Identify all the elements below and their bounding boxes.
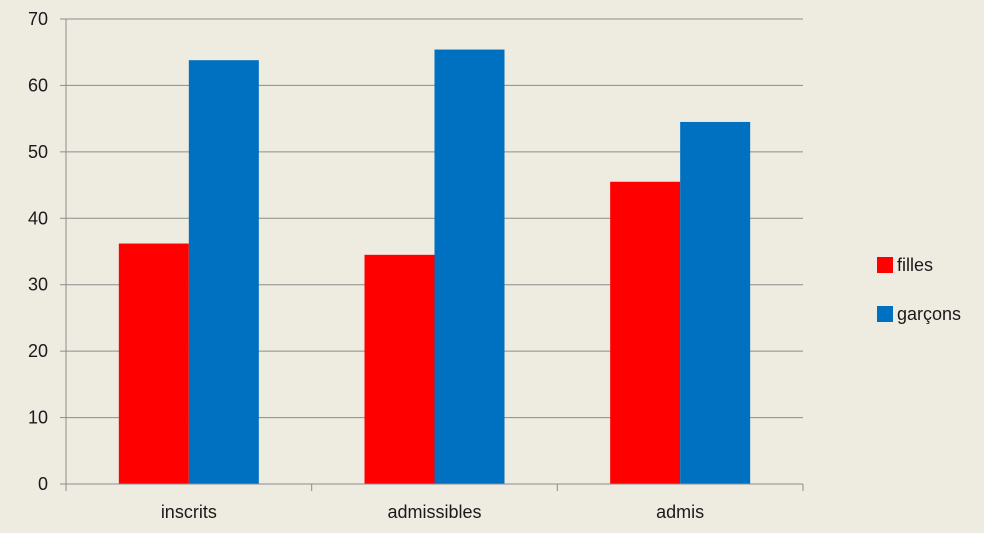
bar-filles-inscrits	[118, 243, 189, 484]
bar-filles-admis	[610, 181, 681, 484]
legend: filles garçons	[877, 255, 961, 324]
x-category-label: inscrits	[161, 502, 217, 522]
y-tick-label: 70	[28, 9, 48, 29]
legend-swatch-garçons	[877, 306, 893, 322]
legend-label: filles	[897, 255, 933, 275]
bar-garçons-admissibles	[434, 49, 505, 485]
y-tick-label: 40	[28, 208, 48, 228]
axes	[60, 18, 804, 491]
y-tick-label: 20	[28, 341, 48, 361]
y-tick-label: 0	[38, 474, 48, 494]
bar-filles-admissibles	[364, 254, 435, 484]
legend-swatch-filles	[877, 257, 893, 273]
y-tick-label: 30	[28, 275, 48, 295]
y-tick-label: 60	[28, 75, 48, 95]
bar-garçons-inscrits	[188, 60, 259, 484]
y-tick-label: 50	[28, 142, 48, 162]
bar-garçons-admis	[680, 121, 751, 484]
y-tick-labels: 0 10 20 30 40 50 60 70	[28, 9, 48, 494]
x-category-label: admissibles	[387, 502, 481, 522]
x-category-label: admis	[656, 502, 704, 522]
x-category-labels: inscrits admissibles admis	[161, 502, 704, 522]
legend-label: garçons	[897, 304, 961, 324]
bars	[118, 49, 751, 485]
y-tick-label: 10	[28, 408, 48, 428]
